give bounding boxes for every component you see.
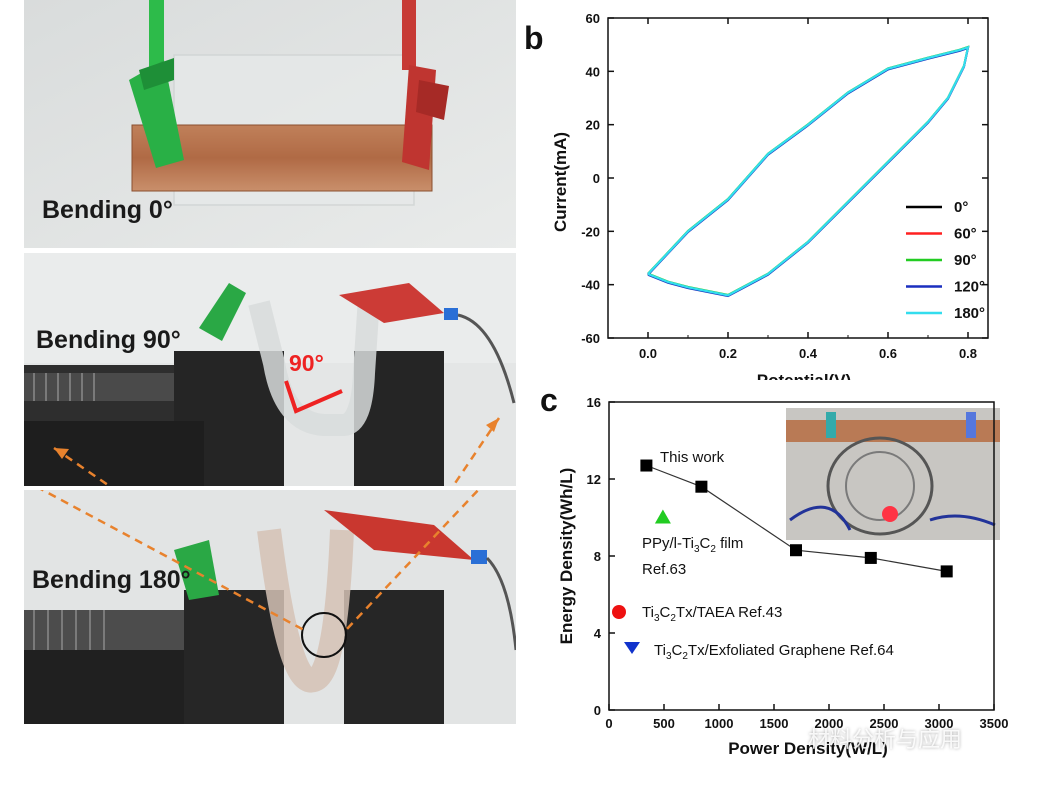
panel-label-c: c	[540, 382, 558, 418]
inset-led-photo	[786, 408, 1000, 540]
cv-curve-2	[647, 45, 970, 296]
ragone-x-tick-label: 3000	[925, 716, 954, 731]
photo-bending-90-illustration	[24, 253, 516, 486]
cv-y-tick-label: 40	[586, 64, 600, 79]
cv-legend-label: 60°	[954, 226, 977, 243]
cv-y-tick-label: -60	[581, 331, 600, 346]
photo-bending-180: Bending 180°	[24, 490, 516, 724]
ragone-x-tick-label: 2000	[815, 716, 844, 731]
ragone-x-tick-label: 2500	[870, 716, 899, 731]
cv-legend-label: 0°	[954, 199, 968, 216]
cv-y-tick-label: 60	[586, 11, 600, 26]
bending-0-label: Bending 0°	[42, 196, 173, 224]
this-work-point	[695, 480, 708, 493]
annotation-ppy-line1: PPy/l-Ti3C2 film	[642, 535, 743, 555]
cv-legend-label: 120°	[954, 279, 985, 296]
photo-bending-180-illustration	[24, 490, 516, 724]
ragone-y-tick-label: 16	[587, 395, 601, 410]
ragone-y-tick-label: 4	[594, 626, 602, 641]
this-work-point	[790, 544, 802, 557]
this-work-point	[940, 565, 953, 578]
photo-bending-0-illustration	[24, 0, 516, 248]
ragone-x-tick-label: 1500	[760, 716, 789, 731]
cv-legend-label: 180°	[954, 305, 985, 322]
cv-curve-4	[647, 45, 970, 297]
ragone-x-tick-label: 500	[653, 716, 675, 731]
photo-bending-0: Bending 0°	[24, 0, 516, 248]
panel-label-b: b	[524, 20, 544, 56]
cv-plot-frame	[607, 17, 989, 339]
this-work-point	[864, 551, 877, 564]
cv-x-tick-label: 0.6	[879, 346, 897, 361]
cv-curve-1	[647, 46, 970, 297]
annotation-taea: Ti3C2Tx/TAEA Ref.43	[642, 604, 782, 624]
ragone-x-axis-label: Power Density(W/L)	[728, 739, 888, 758]
annotation-graphene: Ti3C2Tx/Exfoliated Graphene Ref.64	[654, 642, 894, 662]
cv-x-axis-label: Potential(V)	[757, 371, 851, 380]
cv-x-tick-label: 0.0	[639, 346, 657, 361]
bending-90-label: Bending 90°	[36, 326, 181, 354]
cv-curve-0	[647, 45, 970, 297]
marker-taea	[612, 605, 626, 619]
cv-x-tick-label: 0.8	[959, 346, 977, 361]
ragone-chart: 0 500 1000 1500 2000 2500 3000 3500 0 4 8 12 16 Powe…	[557, 395, 1009, 758]
ragone-y-tick-label: 12	[587, 472, 601, 487]
ppy-point	[654, 509, 671, 524]
ragone-x-tick-label: 0	[605, 716, 612, 731]
cv-chart: 0.0 0.2 0.4 0.6 0.8 -60 -40 -20 0 20 40 60 Potentia…	[551, 11, 989, 380]
cv-y-tick-label: 0	[593, 171, 600, 186]
marker-graphene	[624, 642, 640, 654]
cv-y-tick-label: 20	[586, 118, 600, 133]
cv-x-tick-label: 0.4	[799, 346, 818, 361]
ragone-x-tick-label: 1000	[705, 716, 734, 731]
bending-180-label: Bending 180°	[32, 566, 191, 594]
photo-bending-90: Bending 90° 90°	[24, 253, 516, 486]
annotation-ppy-line2: Ref.63	[642, 561, 686, 578]
cv-legend-label: 90°	[954, 252, 977, 269]
watermark: 材料分析与应用	[808, 728, 963, 753]
cv-y-axis-label: Current(mA)	[551, 132, 570, 232]
cv-y-tick-label: -20	[581, 224, 600, 239]
ragone-x-tick-label: 3500	[980, 716, 1009, 731]
annotation-this-work: This work	[660, 449, 725, 466]
cv-legend: 0° 60° 90° 120° 180°	[906, 199, 985, 322]
cv-y-tick-label: -40	[581, 278, 600, 293]
cv-x-tick-label: 0.2	[719, 346, 737, 361]
angle-90-label: 90°	[289, 350, 324, 376]
ragone-y-axis-label: Energy Density(Wh/L)	[557, 468, 576, 645]
ragone-y-tick-label: 0	[594, 703, 601, 718]
ragone-y-tick-label: 8	[594, 549, 601, 564]
this-work-point	[640, 459, 653, 472]
